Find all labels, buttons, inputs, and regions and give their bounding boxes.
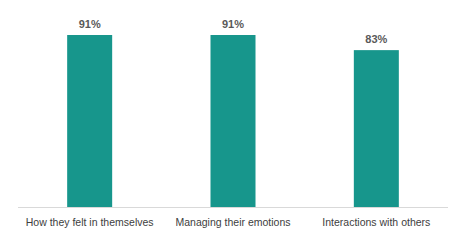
bar xyxy=(211,35,256,207)
chart: 91% How they felt in themselves 91% Managin… xyxy=(0,0,465,242)
category-label: Managing their emotions xyxy=(176,216,291,228)
category-label: How they felt in themselves xyxy=(26,216,154,228)
bar xyxy=(354,50,399,207)
data-label: 83% xyxy=(365,33,387,45)
category-label: Interactions with others xyxy=(322,216,430,228)
data-label: 91% xyxy=(222,18,244,30)
x-axis-line xyxy=(18,207,448,208)
data-label: 91% xyxy=(79,18,101,30)
bars xyxy=(67,35,399,207)
bar xyxy=(67,35,112,207)
